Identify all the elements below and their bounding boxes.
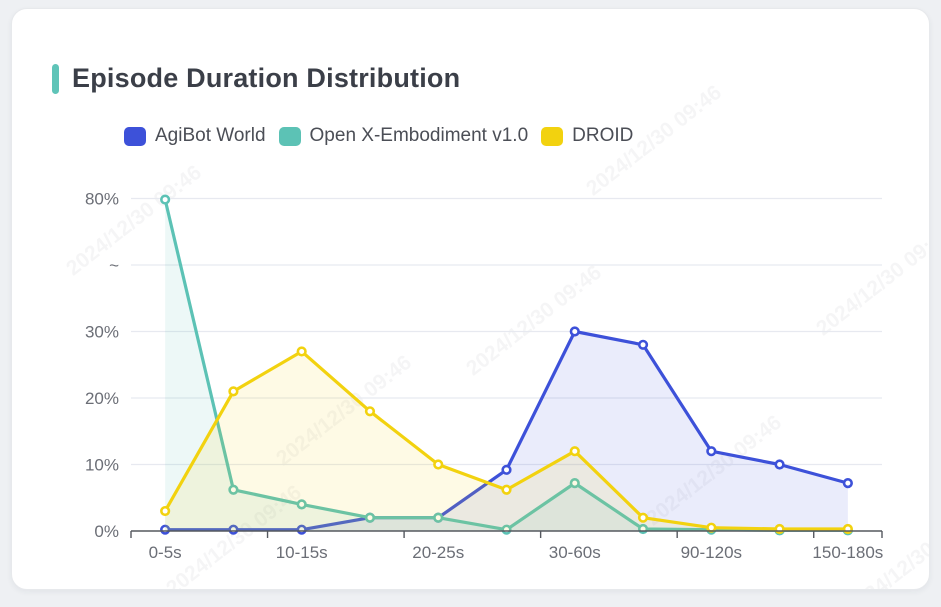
y-axis-label: 80% xyxy=(85,190,119,209)
data-point-marker xyxy=(569,326,580,337)
legend-swatch xyxy=(541,126,564,146)
data-point-marker xyxy=(364,512,376,523)
legend-label: Open X-Embodiment v1.0 xyxy=(309,125,529,146)
x-axis-label: 90-120s xyxy=(681,543,742,562)
data-point-marker xyxy=(364,406,376,417)
legend-label: DROID xyxy=(572,125,634,146)
data-point-marker xyxy=(433,459,444,470)
y-axis-label: 0% xyxy=(94,522,119,541)
y-axis-break-label: ~ xyxy=(109,256,119,275)
data-point-marker xyxy=(501,464,512,475)
legend-swatch xyxy=(278,126,301,146)
legend-item-open-x-embodiment-v1-0[interactable]: Open X-Embodiment v1.0 xyxy=(278,125,529,147)
y-axis-label: 30% xyxy=(85,323,119,342)
data-point-marker xyxy=(433,512,444,523)
legend: AgiBot World Open X-Embodiment v1.0 DROID xyxy=(124,125,633,147)
data-point-marker xyxy=(228,386,239,397)
chart-card: 2024/12/30 09:46 2024/12/30 09:46 2024/12/… xyxy=(11,8,930,590)
series-area xyxy=(165,199,848,531)
x-axis-label: 30-60s xyxy=(549,543,601,562)
y-axis-label: 20% xyxy=(85,389,119,408)
data-point-marker xyxy=(637,512,649,523)
data-point-marker xyxy=(774,459,785,470)
series-area xyxy=(165,331,848,531)
data-point-marker xyxy=(160,505,171,517)
series-area xyxy=(165,351,848,531)
y-axis-label: 10% xyxy=(85,456,119,475)
data-point-marker xyxy=(706,446,717,457)
line-chart-plot: 0% 10% 20% 30% ~80% 0-5s 10-15s 20-25s 30-60s 90-… xyxy=(85,190,883,563)
x-axis-label: 150-180s xyxy=(812,543,883,562)
legend-item-agibot-world[interactable]: AgiBot World xyxy=(124,125,266,147)
x-axis-label: 20-25s xyxy=(412,543,464,562)
data-point-marker xyxy=(296,346,307,357)
data-point-marker xyxy=(569,478,580,489)
legend-label: AgiBot World xyxy=(155,125,266,146)
data-point-marker xyxy=(228,484,239,495)
x-axis-label: 0-5s xyxy=(149,543,182,562)
data-point-marker xyxy=(842,478,853,489)
data-point-marker xyxy=(296,499,307,510)
data-point-marker xyxy=(569,446,580,457)
title-accent-bar xyxy=(52,63,59,94)
data-point-marker xyxy=(160,194,171,205)
title-row: Episode Duration Distribution xyxy=(52,63,460,94)
x-axis-label: 10-15s xyxy=(276,543,328,562)
chart-title: Episode Duration Distribution xyxy=(72,63,461,93)
data-point-marker xyxy=(637,339,649,350)
legend-swatch xyxy=(124,126,146,146)
legend-item-droid[interactable]: DROID xyxy=(541,125,633,147)
data-point-marker xyxy=(501,484,512,495)
